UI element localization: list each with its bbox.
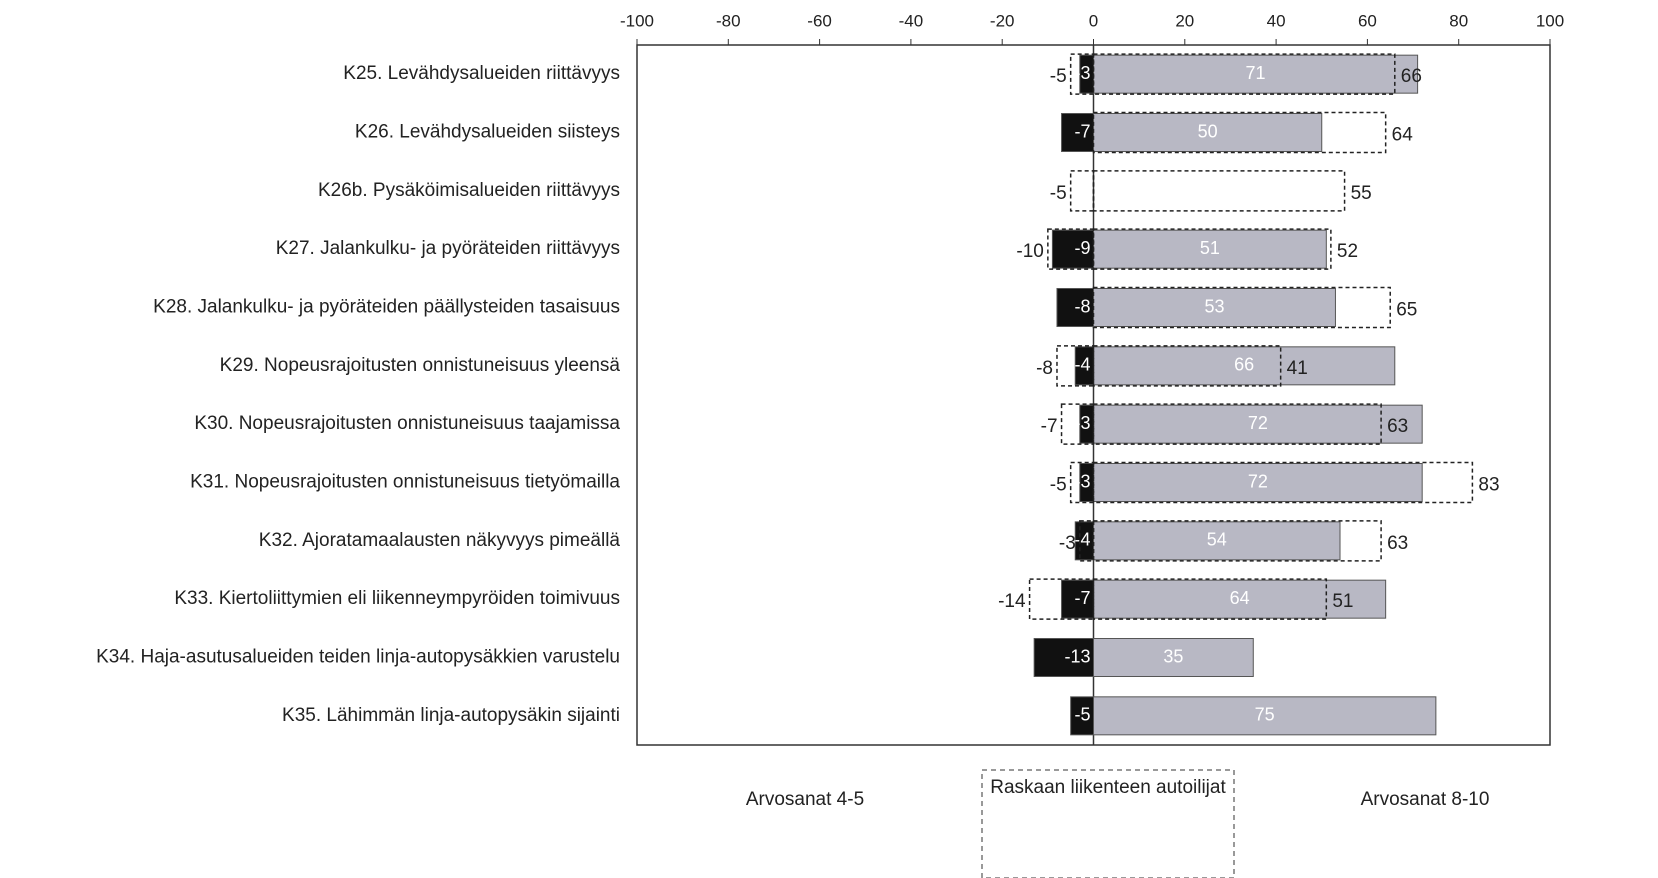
category-label: K28. Jalankulku- ja pyöräteiden päällyst… [153, 297, 620, 318]
category-label: K30. Nopeusrajoitusten onnistuneisuus ta… [194, 413, 620, 434]
bar [1093, 404, 1423, 444]
heavy-bar-label: 83 [1478, 475, 1499, 496]
x-tick-label: -80 [716, 11, 741, 30]
x-tick-label: 80 [1449, 11, 1468, 30]
x-tick-label: 0 [1089, 11, 1098, 30]
heavy-bar [1092, 578, 1328, 620]
bar [1093, 463, 1423, 502]
bar-label: -7 [1074, 588, 1090, 608]
category-label: K31. Nopeusrajoitusten onnistuneisuus ti… [190, 472, 620, 493]
heavy-bar [1069, 170, 1095, 212]
heavy-bar [1092, 520, 1382, 562]
bar [1061, 113, 1095, 152]
bar-label: 35 [1163, 646, 1183, 666]
heavy-bar-label: 63 [1387, 533, 1408, 554]
heavy-bar [1092, 228, 1332, 270]
category-label: K35. Lähimmän linja-autopysäkin sijainti [282, 705, 620, 726]
category-label: K26b. Pysäköimisalueiden riittävyys [318, 180, 620, 201]
bar-label: -3 [1074, 471, 1090, 491]
heavy-bar-label: 66 [1401, 66, 1422, 87]
bar-label: 72 [1248, 413, 1268, 433]
bar-label: 53 [1204, 296, 1224, 316]
heavy-bar [1060, 403, 1095, 445]
bar [1093, 638, 1254, 677]
heavy-bar-label: 51 [1332, 591, 1353, 612]
bar-label: -7 [1074, 121, 1090, 141]
bar [1093, 346, 1396, 386]
heavy-bar [1092, 403, 1382, 445]
heavy-bar-label: 63 [1387, 416, 1408, 437]
x-tick-label: -60 [807, 11, 832, 30]
x-tick-label: 20 [1175, 11, 1194, 30]
bar-label: -4 [1074, 530, 1090, 550]
bar-label: 71 [1246, 63, 1266, 83]
x-tick-label: -40 [899, 11, 924, 30]
x-tick-label: 40 [1267, 11, 1286, 30]
heavy-bar-label: -10 [1016, 241, 1043, 262]
heavy-bar-label: -8 [1036, 358, 1053, 379]
bar [1093, 579, 1387, 619]
bar-label: -9 [1074, 238, 1090, 258]
bar-label: -3 [1074, 413, 1090, 433]
bar-label: -4 [1074, 355, 1090, 375]
bar-label: 64 [1230, 588, 1250, 608]
category-label: K27. Jalankulku- ja pyöräteiden riittävy… [276, 238, 620, 259]
bar [1093, 54, 1419, 94]
heavy-bar-label: 65 [1396, 300, 1417, 321]
bar [1093, 521, 1341, 561]
heavy-bar-label: 52 [1337, 241, 1358, 262]
category-label: K25. Levähdysalueiden riittävyys [343, 63, 620, 84]
legend-heavy-text: Raskaan liikenteen autoilijat [990, 777, 1226, 798]
x-tick-label: 100 [1536, 11, 1564, 30]
x-tick-label: 60 [1358, 11, 1377, 30]
heavy-bar [1092, 53, 1396, 95]
bar-label: 51 [1200, 238, 1220, 258]
bar-label: 75 [1255, 705, 1275, 725]
heavy-bar-label: 41 [1287, 358, 1308, 379]
bar [1093, 229, 1327, 269]
bar-label: -5 [1074, 705, 1090, 725]
x-tick-label: -20 [990, 11, 1015, 30]
heavy-bar-label: -3 [1059, 533, 1076, 554]
heavy-bar-label: -14 [998, 591, 1026, 612]
legend-positive: Arvosanat 8-10 [1361, 789, 1490, 810]
heavy-bar-label: -7 [1041, 416, 1058, 437]
heavy-bar-label: -5 [1050, 475, 1067, 496]
category-label: K29. Nopeusrajoitusten onnistuneisuus yl… [220, 355, 621, 376]
heavy-bar [1028, 578, 1095, 620]
heavy-bar [1069, 461, 1095, 504]
legend-box [981, 769, 1235, 878]
legend-negative: Arvosanat 4-5 [746, 789, 864, 810]
bar-label: -13 [1064, 646, 1090, 666]
bar-label: -3 [1074, 63, 1090, 83]
bar [1093, 288, 1336, 327]
heavy-bar-label: -5 [1050, 183, 1067, 204]
heavy-bar-label: 55 [1351, 183, 1372, 204]
bar [1051, 229, 1095, 269]
heavy-bar [1092, 170, 1346, 212]
x-tick-label: -100 [620, 11, 654, 30]
bar-label: 50 [1198, 121, 1218, 141]
heavy-bar [1092, 461, 1474, 504]
bar [1093, 696, 1437, 736]
legend-heavy: Raskaan liikenteen autoilijat [990, 777, 1226, 798]
heavy-bar [1092, 111, 1387, 154]
category-label: K34. Haja-asutusalueiden teiden linja-au… [96, 647, 620, 668]
heavy-bar [1092, 345, 1282, 387]
heavy-bar-label: 64 [1392, 125, 1414, 146]
heavy-bar-label: -5 [1050, 66, 1067, 87]
category-label: K26. Levähdysalueiden siisteys [355, 122, 620, 143]
bar-label: -8 [1074, 296, 1090, 316]
bar-label: 54 [1207, 530, 1227, 550]
bar-label: 72 [1248, 471, 1268, 491]
category-label: K33. Kiertoliittymien eli liikenneympyrö… [174, 588, 620, 609]
heavy-bar [1092, 286, 1391, 329]
heavy-bar [1079, 520, 1095, 562]
heavy-bar [1069, 53, 1095, 95]
category-label: K32. Ajoratamaalausten näkyvyys pimeällä [259, 530, 621, 551]
bar-label: 66 [1234, 355, 1254, 375]
